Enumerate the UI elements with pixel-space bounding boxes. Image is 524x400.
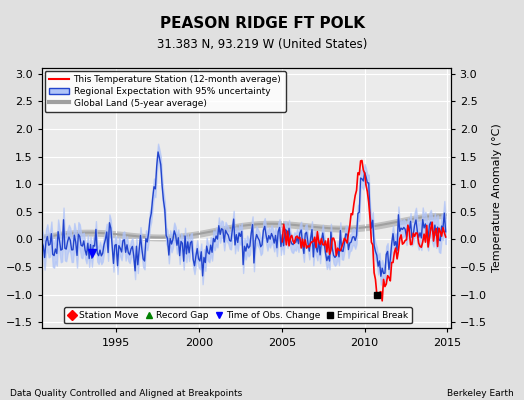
Text: PEASON RIDGE FT POLK: PEASON RIDGE FT POLK bbox=[159, 16, 365, 31]
Text: 31.383 N, 93.219 W (United States): 31.383 N, 93.219 W (United States) bbox=[157, 38, 367, 51]
Text: Data Quality Controlled and Aligned at Breakpoints: Data Quality Controlled and Aligned at B… bbox=[10, 389, 243, 398]
Y-axis label: Temperature Anomaly (°C): Temperature Anomaly (°C) bbox=[492, 124, 502, 272]
Text: Berkeley Earth: Berkeley Earth bbox=[447, 389, 514, 398]
Legend: Station Move, Record Gap, Time of Obs. Change, Empirical Break: Station Move, Record Gap, Time of Obs. C… bbox=[64, 307, 412, 324]
